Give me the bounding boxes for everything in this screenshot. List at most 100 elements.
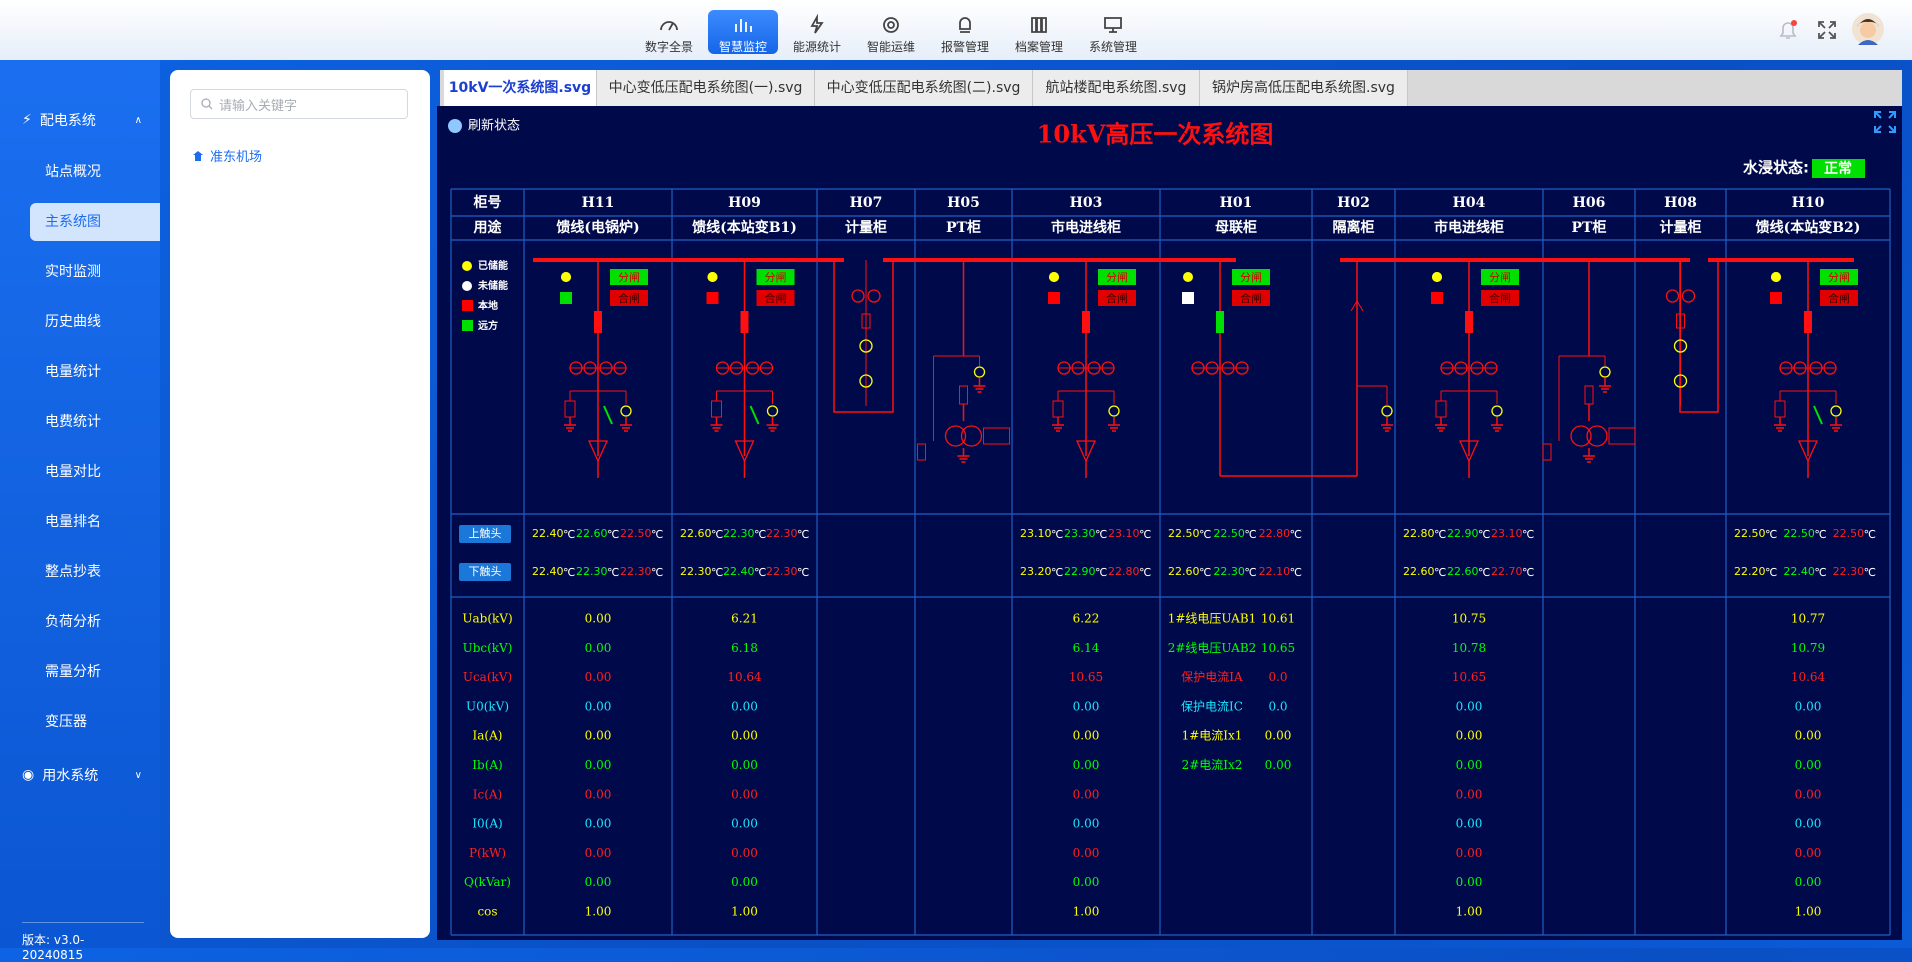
nav-item[interactable]: 智能运维	[856, 10, 926, 54]
symbol	[960, 425, 983, 447]
temperature: 22.50	[1213, 527, 1245, 540]
temperature-unit: ℃	[1478, 528, 1490, 541]
menu-item[interactable]: 实时监测	[45, 264, 101, 280]
menu-item[interactable]: 电量排名	[45, 514, 101, 530]
open-button[interactable]	[1481, 269, 1519, 285]
refresh-label: 刷新状态	[468, 118, 520, 134]
temperature: 22.30	[723, 527, 755, 540]
nav-item[interactable]: 报警管理	[930, 10, 1000, 54]
nav-icon	[883, 17, 899, 33]
tab[interactable]: 中心变低压配电系统图(一).svg	[597, 70, 815, 106]
temperature: 23.20	[1020, 565, 1052, 578]
symbol	[851, 289, 865, 303]
temperature: 22.90	[1064, 565, 1096, 578]
temperature-unit: ℃	[797, 566, 809, 579]
open-button[interactable]	[1232, 269, 1270, 285]
refresh-indicator[interactable]	[448, 119, 462, 133]
cabinet-id: H07	[850, 195, 883, 211]
measure-value: 10.79	[1791, 641, 1825, 655]
contact-button[interactable]	[459, 525, 511, 543]
nav-item[interactable]: 系统管理	[1078, 10, 1148, 54]
menu-group[interactable]: ⚡ 配电系统 ∧	[22, 110, 142, 130]
nav-item[interactable]: 能源统计	[782, 10, 852, 54]
close-label: 合闸	[1240, 291, 1262, 305]
open-button[interactable]	[756, 269, 795, 285]
menu-item[interactable]: 变压器	[45, 714, 87, 730]
temperature-unit: ℃	[1765, 566, 1777, 579]
measure-value: 10.64	[1791, 670, 1826, 684]
measure-value: 0.00	[1795, 729, 1822, 743]
close-button[interactable]	[756, 290, 795, 306]
symbol	[1673, 339, 1688, 353]
temperature-unit: ℃	[1864, 528, 1876, 541]
reading-label: 保护电流IC	[1181, 699, 1243, 713]
temperature-unit: ℃	[651, 528, 663, 541]
menu-group[interactable]: ◉ 用水系统 ∨	[22, 765, 142, 785]
menu-item[interactable]: 负荷分析	[45, 614, 101, 630]
tree-node[interactable]: 准东机场	[192, 146, 262, 165]
measure-value: 0.00	[1073, 846, 1100, 860]
nav-item[interactable]: 档案管理	[1004, 10, 1074, 54]
temperature: 22.50	[1734, 527, 1766, 540]
tree-panel: 请输入关键字 准东机场	[170, 70, 430, 938]
tab[interactable]: 锅炉房高低压配电系统图.svg	[1200, 70, 1408, 106]
contact-button[interactable]	[459, 563, 511, 581]
measure-value: 0.00	[1795, 787, 1822, 801]
tab[interactable]: 10kV一次系统图.svg	[444, 70, 597, 106]
menu-item[interactable]: 主系统图	[30, 203, 160, 241]
pt-box	[983, 427, 1010, 445]
diagram-title: 10kV高压一次系统图	[1037, 120, 1274, 149]
menu-item[interactable]: 电费统计	[45, 414, 101, 430]
breaker	[594, 311, 602, 333]
measure-value: 6.18	[731, 641, 758, 655]
temperature-unit: ℃	[1814, 528, 1826, 541]
tree-node-label: 准东机场	[210, 150, 263, 165]
open-button[interactable]	[1098, 269, 1136, 285]
close-button[interactable]	[1820, 290, 1858, 306]
fullscreen-icon[interactable]	[1874, 111, 1896, 133]
tab[interactable]: 中心变低压配电系统图(二).svg	[815, 70, 1033, 106]
cabinet-use: 馈线(电锅炉)	[556, 219, 639, 236]
measure-value: 0.00	[731, 787, 758, 801]
menu-item[interactable]: 历史曲线	[45, 314, 101, 330]
temperature: 22.40	[532, 565, 564, 578]
symbol	[1570, 425, 1592, 447]
close-button[interactable]	[1098, 290, 1136, 306]
symbol	[1108, 405, 1120, 417]
reading-value: 10.65	[1261, 641, 1295, 655]
search-box[interactable]: 请输入关键字	[190, 89, 408, 119]
avatar[interactable]	[1852, 13, 1884, 45]
menu-item[interactable]: 站点概况	[45, 164, 101, 180]
cabinet-use: 母联柜	[1215, 219, 1257, 236]
open-button[interactable]	[610, 269, 648, 285]
temperature: 22.30	[766, 527, 798, 540]
menu-item[interactable]: 电量统计	[45, 364, 101, 380]
measure-value: 0.00	[585, 641, 612, 655]
close-button[interactable]	[1232, 290, 1270, 306]
measure-value: 0.00	[1073, 729, 1100, 743]
menu-item[interactable]: 电量对比	[45, 464, 101, 480]
nav-item[interactable]: 智慧监控	[708, 10, 778, 54]
fullscreen-icon[interactable]	[1816, 19, 1838, 41]
measure-label: cos	[477, 905, 497, 919]
close-button[interactable]	[610, 290, 648, 306]
close-button[interactable]	[1481, 290, 1519, 306]
temperature-unit: ℃	[563, 528, 575, 541]
feeder-arrow	[1797, 440, 1819, 463]
close-label: 合闸	[618, 291, 640, 305]
cabinet-use: 隔离柜	[1333, 219, 1375, 236]
bell-icon[interactable]	[1776, 18, 1800, 42]
cabinet-id: H08	[1664, 195, 1697, 211]
measure-value: 0.00	[585, 758, 612, 772]
menu-item[interactable]: 整点抄表	[45, 564, 101, 580]
menu-item[interactable]: 需量分析	[45, 664, 101, 680]
symbol	[859, 374, 873, 388]
open-button[interactable]	[1820, 269, 1858, 285]
wire	[1350, 300, 1358, 312]
tab[interactable]: 航站楼配电系统图.svg	[1033, 70, 1200, 106]
nav-item[interactable]: 数字全景	[634, 10, 704, 54]
open-label: 分闸	[1489, 271, 1511, 284]
temperature-unit: ℃	[563, 566, 575, 579]
